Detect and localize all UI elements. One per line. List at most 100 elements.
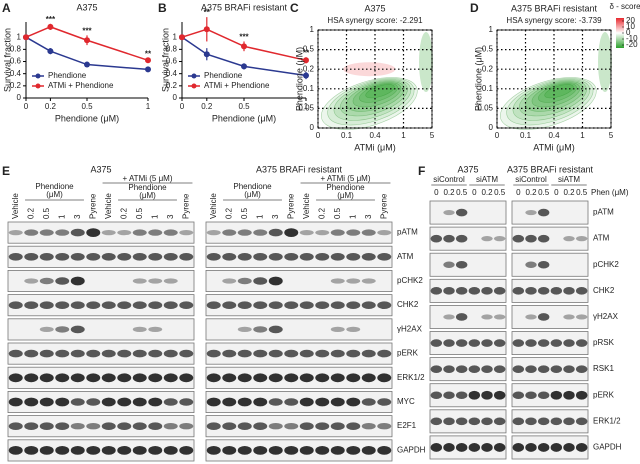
contour-shape [598, 32, 612, 92]
blot-band [493, 390, 506, 400]
blot-band [346, 446, 361, 455]
lane-label: 3 [73, 214, 82, 219]
row-label: pRSK [593, 338, 615, 347]
blot-band [468, 287, 481, 295]
y-tick-label: 0.8 [166, 44, 178, 53]
blot-band [377, 252, 392, 261]
blot-band [346, 397, 361, 407]
x-tick-label: 1 [580, 131, 585, 140]
row-label: γH2AX [593, 312, 619, 321]
blot-band [537, 313, 550, 321]
blot-band [253, 326, 268, 333]
blot-band [481, 314, 493, 320]
contour-shape [320, 77, 418, 130]
blot-band [443, 365, 455, 373]
blot-band [537, 339, 550, 347]
blot-frame [205, 221, 393, 244]
data-point [47, 48, 54, 55]
blot-band [163, 301, 178, 310]
lane-label: 0.2 [525, 188, 537, 197]
blot-band [481, 443, 493, 452]
blot-frame [429, 304, 507, 329]
blot-band [132, 446, 147, 455]
blot-band [430, 234, 443, 243]
blot-frame [7, 221, 195, 244]
y-tick-label: 0.05 [477, 104, 493, 113]
blot-band [512, 391, 525, 400]
x-tick-label: 0.5 [81, 102, 93, 111]
row-label: pCHK2 [593, 260, 619, 269]
blot-band [512, 443, 525, 452]
blot-band [24, 422, 39, 431]
blot-band [455, 417, 468, 426]
blot-frame [205, 439, 393, 462]
blot-band [39, 301, 54, 310]
blot-band [284, 446, 299, 455]
blot-frame [205, 415, 393, 438]
blot-band [8, 301, 23, 310]
blot-band [430, 287, 443, 295]
x-tick-label: 0.2 [45, 102, 57, 111]
blot-band [315, 230, 330, 236]
blot-frame [205, 390, 393, 413]
blot-band [575, 443, 588, 452]
blot-band [86, 349, 101, 358]
chart-title: A375 [76, 2, 97, 12]
x-tick-label: 0 [495, 131, 500, 140]
lane-label: 1 [57, 214, 66, 219]
blot-band [493, 417, 506, 426]
blot-frame [511, 278, 589, 303]
blot-frame [205, 342, 393, 365]
blot-band [512, 417, 525, 426]
blot-band [8, 397, 23, 407]
blot-band [377, 301, 392, 310]
blot-band [101, 301, 116, 310]
blot-band [55, 397, 70, 407]
blot-band [377, 398, 392, 406]
lane-label: 0.2 [119, 207, 128, 219]
blot-band [455, 391, 468, 400]
blot-band [525, 234, 537, 243]
blot-frame [511, 409, 589, 434]
blot-band [525, 339, 537, 347]
legend-marker [35, 73, 41, 79]
blot-band [430, 339, 443, 347]
blot-frame [511, 357, 589, 382]
blot-band [86, 373, 101, 383]
blot-band [537, 287, 550, 295]
row-label: ERK1/2 [593, 416, 621, 425]
blot-band [39, 326, 54, 332]
blot-band [70, 252, 85, 261]
blot-band [222, 278, 237, 284]
contour-shape [343, 62, 396, 77]
blot-band [299, 301, 314, 310]
blot-band [430, 417, 443, 426]
blot-band [8, 422, 23, 431]
blot-band [563, 339, 575, 347]
blot-band [550, 390, 563, 400]
lane-label: 0.5 [42, 207, 51, 219]
blot-frame [205, 294, 393, 317]
blot-band [39, 229, 54, 236]
lane-label: Vehicle [11, 193, 20, 219]
chart-title: A375 [364, 3, 385, 13]
blot-frame [429, 226, 507, 251]
blot-band [55, 422, 70, 431]
blot-band [70, 423, 85, 430]
blot-band [148, 349, 163, 358]
blot-band [268, 228, 283, 237]
blot-band [101, 446, 116, 455]
y-tick-label: 0.6 [166, 57, 178, 66]
blot-band [206, 301, 221, 310]
x-axis-label: Phendione (μM) [212, 113, 276, 123]
blot-band [525, 417, 537, 426]
blot-band [481, 365, 493, 373]
blot-band [493, 314, 506, 320]
blot-band [315, 397, 330, 407]
blot-band [163, 252, 178, 261]
data-point [303, 72, 309, 79]
blot-band [430, 365, 443, 373]
blot-band [253, 349, 268, 358]
blot-band [481, 417, 493, 426]
